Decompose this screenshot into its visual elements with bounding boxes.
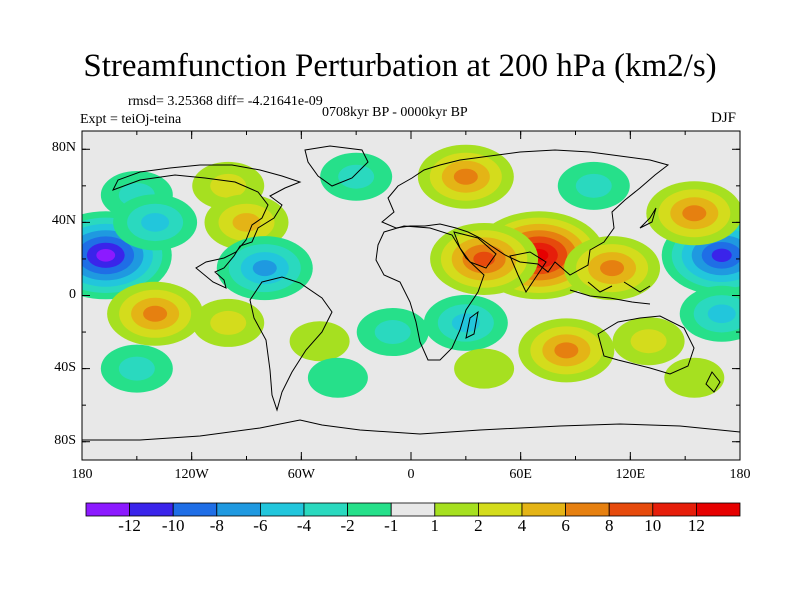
anomaly-5-level-3 bbox=[252, 260, 277, 277]
colorbar-label-10: 6 bbox=[561, 516, 570, 535]
anomaly-15-level-5 bbox=[711, 248, 732, 262]
coastline-arabia bbox=[453, 231, 497, 269]
colorbar-label-12: 10 bbox=[644, 516, 662, 535]
anomaly-11-level-1 bbox=[575, 173, 612, 198]
anomaly-20-level-1 bbox=[630, 329, 667, 354]
anomaly-7-level-3 bbox=[143, 305, 168, 322]
lon-label-5: 120E bbox=[615, 467, 646, 482]
coastline-greenland bbox=[304, 145, 369, 187]
coastline-madagascar bbox=[465, 310, 479, 339]
colorbar-label-3: -6 bbox=[253, 516, 268, 535]
colorbar-label-5: -2 bbox=[340, 516, 355, 535]
coastline-eurasia bbox=[381, 149, 670, 276]
colorbar-label-7: 1 bbox=[430, 516, 440, 535]
colorbar-swatch-9 bbox=[477, 502, 523, 517]
colorbar-label-0: -12 bbox=[118, 516, 141, 535]
coastline-south-america bbox=[249, 276, 333, 412]
coastline-australia bbox=[597, 315, 695, 375]
colorbar-swatch-13 bbox=[652, 502, 697, 517]
lon-label-0: 180 bbox=[71, 467, 93, 482]
colorbar-swatch-4 bbox=[259, 502, 305, 517]
colorbar-swatch-8 bbox=[434, 502, 479, 517]
anomaly-3-level-1 bbox=[210, 173, 247, 198]
lon-label-3: 0 bbox=[407, 467, 415, 482]
lat-label-1: 40N bbox=[51, 213, 76, 229]
colorbar-label-13: 12 bbox=[687, 516, 705, 535]
anomaly-24-level-0 bbox=[307, 357, 368, 398]
lat-label-0: 80N bbox=[51, 140, 76, 156]
colorbar-label-1: -10 bbox=[161, 516, 185, 535]
anomaly-17-level-1 bbox=[374, 320, 411, 345]
anomaly-8-level-1 bbox=[210, 310, 247, 335]
colorbar-swatch-14 bbox=[696, 502, 741, 517]
plot-title: Streamfunction Perturbation at 200 hPa (… bbox=[83, 48, 717, 84]
period-text: 0708kyr BP - 0000kyr BP bbox=[322, 105, 468, 120]
anomaly-25-level-0 bbox=[454, 348, 515, 389]
colorbar-label-9: 4 bbox=[517, 516, 527, 535]
colorbar-swatch-10 bbox=[521, 502, 566, 517]
lon-label-6: 180 bbox=[729, 467, 751, 482]
colorbar-swatch-7 bbox=[390, 502, 436, 517]
colorbar-label-8: 2 bbox=[474, 516, 483, 535]
anomaly-21-level-2 bbox=[707, 304, 736, 324]
coastline-north-america bbox=[111, 164, 302, 289]
season-label: DJF bbox=[711, 110, 737, 126]
anomaly-10-level-3 bbox=[453, 168, 478, 185]
lon-label-2: 60W bbox=[287, 467, 315, 482]
experiment-label: Expt = teiOj-teina bbox=[80, 112, 182, 127]
colorbar-swatch-11 bbox=[565, 502, 610, 517]
anomaly-0-level-6 bbox=[96, 248, 116, 262]
colorbar-swatch-3 bbox=[216, 502, 261, 517]
coastline-africa bbox=[375, 225, 485, 361]
anomaly-4-level-2 bbox=[232, 213, 261, 232]
colorbar-label-4: -4 bbox=[296, 516, 312, 535]
colorbar-swatch-0 bbox=[85, 502, 130, 517]
anomaly-2-level-2 bbox=[141, 213, 170, 232]
colorbar-swatch-5 bbox=[303, 502, 348, 517]
coastline-japan bbox=[639, 207, 657, 229]
colorbar-label-2: -8 bbox=[209, 516, 224, 535]
lat-label-3: 40S bbox=[54, 359, 76, 375]
coastline-india bbox=[509, 251, 547, 294]
lon-label-4: 60E bbox=[509, 467, 532, 482]
anomaly-18-level-2 bbox=[451, 313, 480, 333]
coastline-antarctica bbox=[82, 419, 740, 441]
anomaly-19-level-3 bbox=[554, 342, 579, 359]
stats-text: rmsd= 3.25368 diff= -4.21641e-09 bbox=[128, 94, 323, 109]
coastline-indonesia bbox=[569, 281, 651, 305]
anomaly-22-level-0 bbox=[664, 357, 725, 398]
anomaly-9-level-0 bbox=[289, 321, 350, 362]
axis-ticks bbox=[81, 131, 741, 460]
coastlines bbox=[82, 145, 740, 441]
colorbar-swatch-6 bbox=[347, 502, 392, 517]
anomaly-23-level-1 bbox=[118, 356, 155, 381]
anomaly-16-level-3 bbox=[682, 205, 707, 222]
colorbar-swatch-12 bbox=[608, 502, 654, 517]
coastline-new-zealand bbox=[705, 371, 721, 393]
anomaly-14-level-3 bbox=[600, 260, 625, 277]
colorbar-label-6: -1 bbox=[384, 516, 399, 535]
colorbar-label-11: 8 bbox=[604, 516, 614, 535]
colorbar bbox=[85, 502, 741, 517]
colorbar-swatch-1 bbox=[129, 502, 174, 517]
colorbar-swatch-2 bbox=[172, 502, 218, 517]
lon-label-1: 120W bbox=[174, 467, 209, 482]
lat-label-4: 80S bbox=[54, 432, 76, 448]
anomaly-6-level-1 bbox=[338, 164, 375, 189]
lat-label-2: 0 bbox=[69, 286, 76, 302]
